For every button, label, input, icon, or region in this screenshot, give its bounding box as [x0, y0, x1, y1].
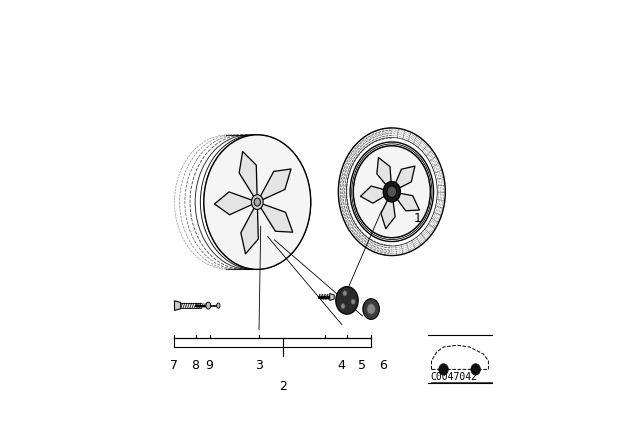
Ellipse shape	[471, 364, 481, 375]
Text: 7: 7	[170, 359, 179, 372]
Ellipse shape	[206, 302, 211, 309]
Polygon shape	[381, 197, 395, 229]
Ellipse shape	[383, 181, 401, 202]
Ellipse shape	[341, 304, 345, 309]
Text: 1: 1	[413, 212, 422, 225]
Text: 3: 3	[255, 359, 263, 372]
Polygon shape	[394, 166, 415, 189]
Text: 4: 4	[338, 359, 346, 372]
Ellipse shape	[439, 364, 449, 375]
Polygon shape	[260, 204, 292, 232]
Ellipse shape	[387, 186, 397, 198]
Ellipse shape	[353, 146, 430, 238]
Ellipse shape	[343, 291, 347, 296]
Ellipse shape	[252, 195, 263, 210]
Text: 5: 5	[358, 359, 367, 372]
Text: 2: 2	[279, 380, 287, 393]
Ellipse shape	[204, 135, 311, 269]
Polygon shape	[241, 208, 259, 254]
Ellipse shape	[388, 188, 395, 196]
Polygon shape	[330, 293, 334, 301]
Polygon shape	[175, 301, 180, 310]
Polygon shape	[396, 193, 419, 211]
Ellipse shape	[216, 303, 220, 308]
Ellipse shape	[336, 287, 358, 314]
Polygon shape	[214, 192, 252, 215]
Text: 9: 9	[205, 359, 213, 372]
Ellipse shape	[386, 185, 397, 199]
Ellipse shape	[367, 304, 375, 314]
Ellipse shape	[351, 299, 355, 304]
Text: 6: 6	[380, 359, 387, 372]
Polygon shape	[360, 186, 387, 203]
Polygon shape	[377, 158, 391, 187]
Text: C0047042: C0047042	[431, 372, 477, 382]
Ellipse shape	[254, 198, 260, 206]
Ellipse shape	[363, 299, 380, 319]
Text: 8: 8	[191, 359, 199, 372]
Polygon shape	[239, 151, 257, 197]
Polygon shape	[260, 169, 291, 200]
